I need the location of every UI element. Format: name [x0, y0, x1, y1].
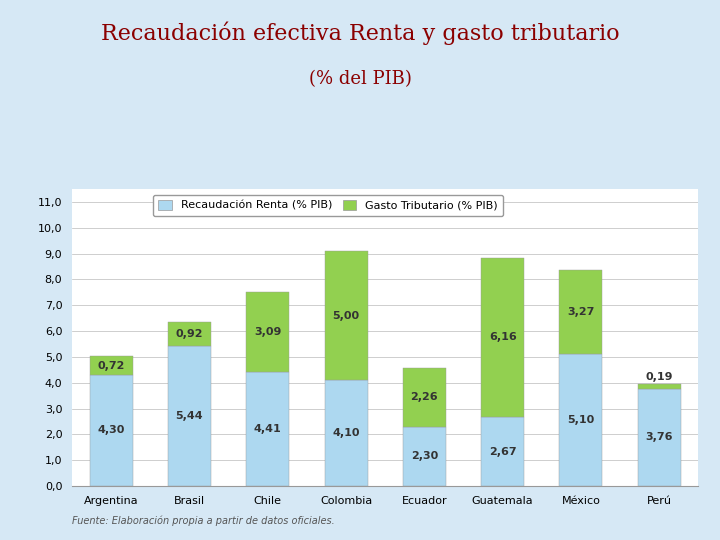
Text: 4,10: 4,10 — [333, 428, 360, 438]
Bar — [481, 417, 524, 486]
Text: 0,19: 0,19 — [646, 372, 673, 382]
Bar — [168, 346, 211, 486]
Text: 4,41: 4,41 — [254, 424, 282, 434]
Text: 3,09: 3,09 — [254, 327, 282, 337]
Bar — [325, 380, 368, 486]
Bar — [481, 258, 524, 417]
Bar — [89, 375, 132, 486]
Text: 6,16: 6,16 — [489, 333, 516, 342]
Bar — [89, 356, 132, 375]
Text: 2,30: 2,30 — [410, 451, 438, 461]
Text: 0,92: 0,92 — [176, 329, 203, 339]
Text: 2,26: 2,26 — [410, 393, 438, 402]
Text: 4,30: 4,30 — [97, 426, 125, 435]
Text: 3,76: 3,76 — [646, 433, 673, 442]
Text: Recaudación efectiva Renta y gasto tributario: Recaudación efectiva Renta y gasto tribu… — [101, 22, 619, 45]
Bar — [402, 427, 446, 486]
Bar — [559, 270, 603, 354]
Legend: Recaudación Renta (% PIB), Gasto Tributario (% PIB): Recaudación Renta (% PIB), Gasto Tributa… — [153, 194, 503, 217]
Text: 5,10: 5,10 — [567, 415, 595, 425]
Text: Fuente: Elaboración propia a partir de datos oficiales.: Fuente: Elaboración propia a partir de d… — [72, 516, 335, 526]
Bar — [246, 372, 289, 486]
Bar — [638, 389, 681, 486]
Text: 2,67: 2,67 — [489, 447, 516, 456]
Bar — [246, 292, 289, 372]
Bar — [325, 251, 368, 380]
Bar — [559, 354, 603, 486]
Bar — [168, 322, 211, 346]
Bar — [638, 384, 681, 389]
Text: 5,44: 5,44 — [176, 411, 203, 421]
Text: 0,72: 0,72 — [97, 361, 125, 370]
Text: (% del PIB): (% del PIB) — [309, 70, 411, 88]
Text: 5,00: 5,00 — [333, 310, 359, 321]
Bar — [402, 368, 446, 427]
Text: 3,27: 3,27 — [567, 307, 595, 317]
